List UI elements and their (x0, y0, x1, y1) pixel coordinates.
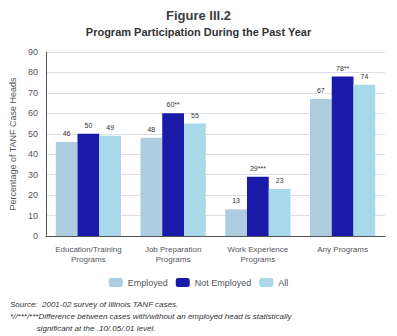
svg-text:All: All (278, 278, 288, 288)
svg-text:Employed: Employed (128, 278, 168, 288)
svg-text:Job Preparation: Job Preparation (145, 245, 201, 254)
svg-text:48: 48 (147, 126, 155, 133)
svg-text:Education/Training: Education/Training (55, 245, 121, 254)
svg-text:78**: 78** (336, 65, 350, 72)
svg-text:significant at the .10/.05/.01: significant at the .10/.05/.01 level. (10, 324, 155, 333)
svg-text:Figure III.2: Figure III.2 (166, 8, 231, 23)
svg-text:Programs: Programs (241, 255, 276, 264)
svg-text:10: 10 (28, 211, 38, 221)
svg-text:29***: 29*** (250, 165, 266, 172)
svg-text:55: 55 (191, 112, 199, 119)
svg-text:46: 46 (63, 130, 71, 137)
svg-text:Source: 2001-02 survey of Ill: Source: 2001-02 survey of Illinois TANF … (10, 300, 178, 309)
svg-text:Programs: Programs (71, 255, 106, 264)
svg-text:13: 13 (232, 197, 240, 204)
svg-text:Work Experience: Work Experience (227, 245, 288, 254)
svg-text:Program Participation During t: Program Participation During the Past Ye… (86, 26, 312, 38)
svg-text:80: 80 (28, 67, 38, 77)
svg-text:20: 20 (28, 190, 38, 200)
svg-text:50: 50 (28, 129, 38, 139)
svg-text:60**: 60** (167, 101, 181, 108)
svg-text:*//***/***Difference between c: *//***/***Difference between cases with/… (10, 312, 292, 321)
svg-text:60: 60 (28, 108, 38, 118)
svg-text:49: 49 (106, 124, 114, 131)
svg-text:30: 30 (28, 170, 38, 180)
svg-text:40: 40 (28, 149, 38, 159)
svg-text:70: 70 (28, 88, 38, 98)
svg-text:90: 90 (28, 47, 38, 57)
svg-text:23: 23 (276, 177, 284, 184)
svg-text:0: 0 (33, 231, 38, 241)
svg-text:Not Employed: Not Employed (195, 278, 252, 288)
svg-text:Any Programs: Any Programs (317, 245, 368, 254)
svg-text:67: 67 (317, 87, 325, 94)
svg-text:Programs: Programs (156, 255, 191, 264)
svg-text:Percentage of TANF Case Heads: Percentage of TANF Case Heads (8, 77, 18, 211)
svg-text:50: 50 (84, 122, 92, 129)
svg-text:74: 74 (360, 73, 368, 80)
